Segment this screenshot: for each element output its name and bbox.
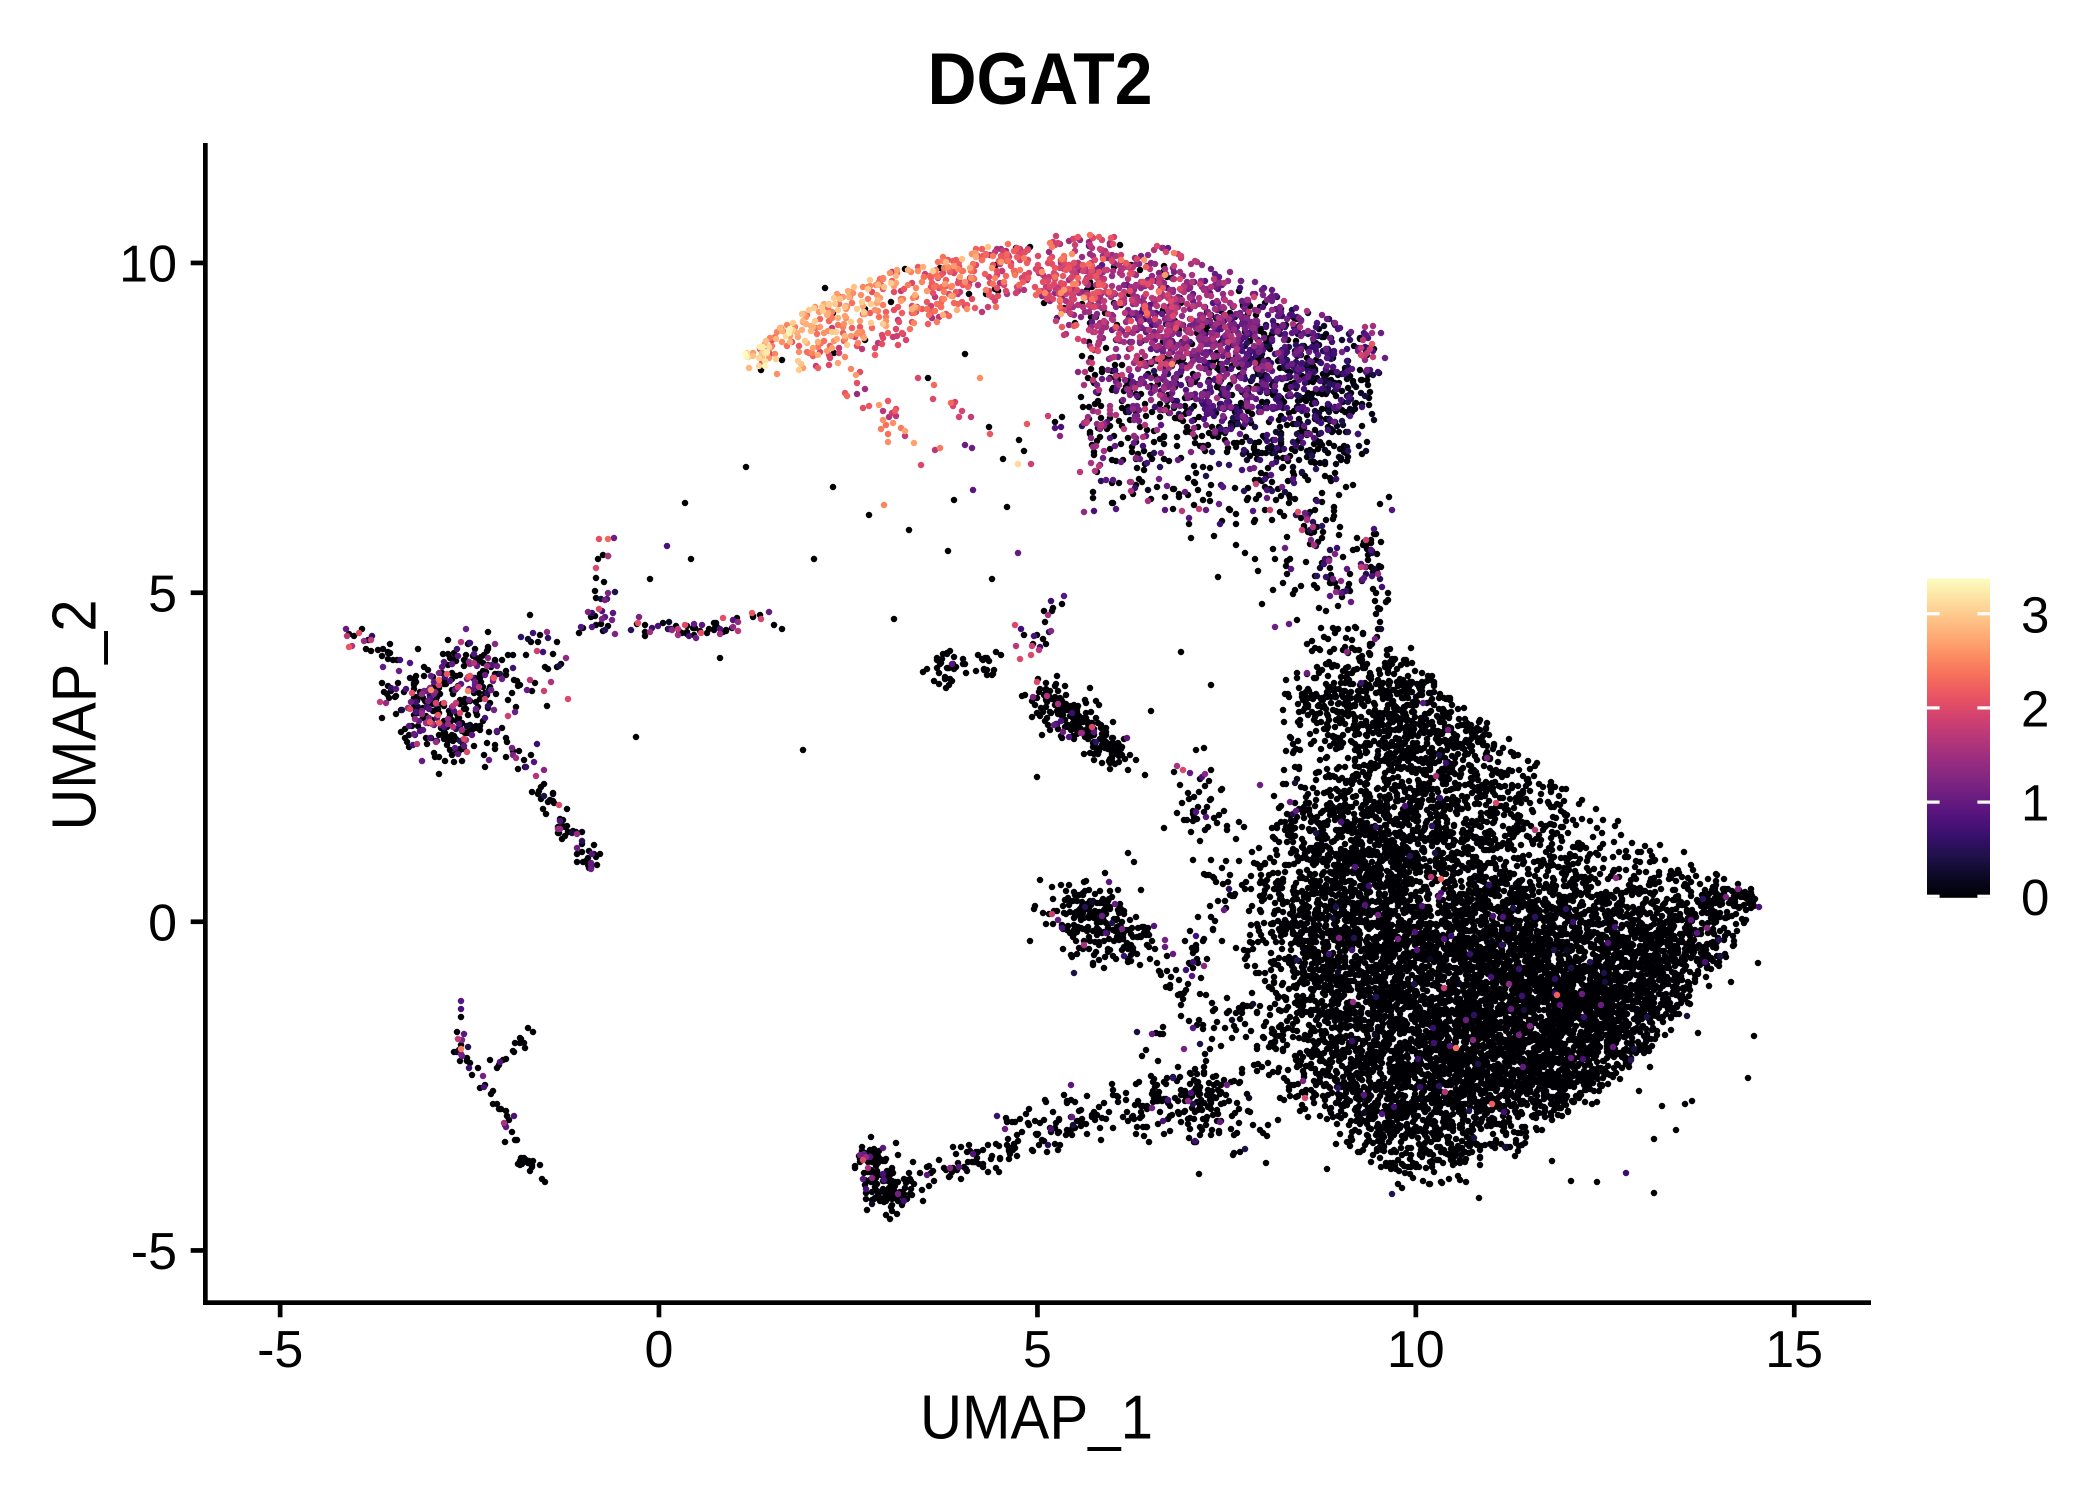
svg-text:DGAT2: DGAT2 — [928, 39, 1153, 120]
svg-text:-5: -5 — [131, 1223, 177, 1281]
svg-text:0: 0 — [645, 1321, 674, 1379]
svg-text:0: 0 — [2021, 869, 2049, 926]
svg-text:-5: -5 — [257, 1321, 303, 1379]
svg-text:10: 10 — [119, 236, 177, 294]
svg-text:1: 1 — [2021, 775, 2049, 832]
svg-text:UMAP_2: UMAP_2 — [41, 600, 110, 831]
svg-text:5: 5 — [1023, 1321, 1052, 1379]
svg-text:10: 10 — [1387, 1321, 1445, 1379]
svg-text:3: 3 — [2021, 586, 2049, 643]
svg-text:0: 0 — [148, 894, 177, 952]
svg-text:UMAP_1: UMAP_1 — [920, 1383, 1153, 1452]
svg-text:15: 15 — [1765, 1321, 1823, 1379]
svg-text:5: 5 — [148, 565, 177, 623]
svg-text:2: 2 — [2021, 681, 2049, 738]
